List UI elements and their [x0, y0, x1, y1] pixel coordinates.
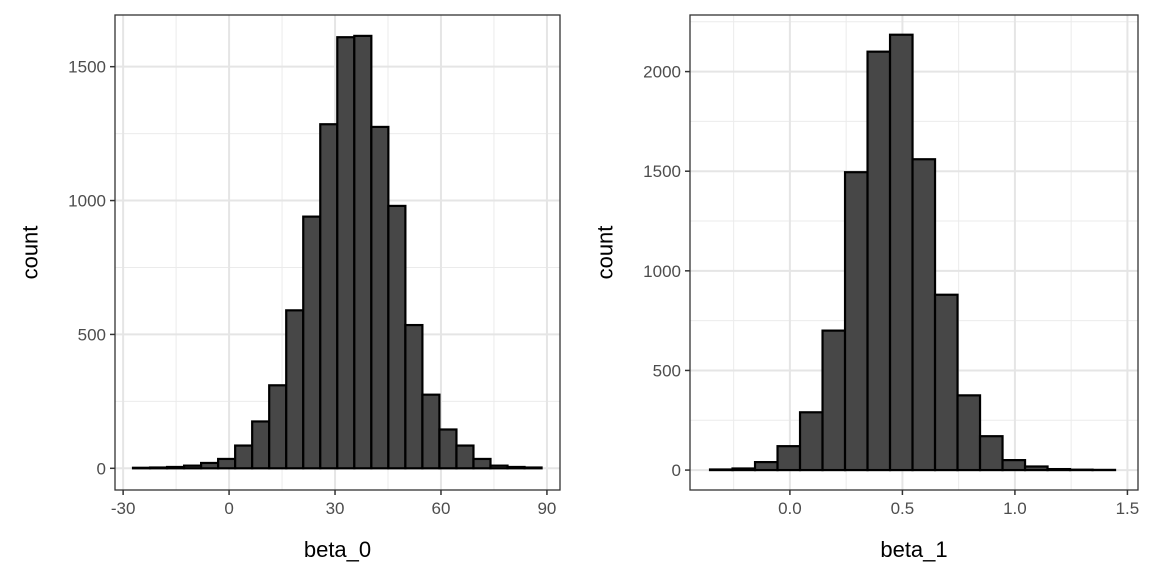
histogram-bar — [201, 463, 218, 468]
x-tick-label: -30 — [111, 499, 136, 518]
histogram-bar — [868, 52, 891, 470]
histogram-bar — [913, 159, 936, 470]
histogram-bar — [890, 35, 913, 470]
y-tick-label: 2000 — [643, 63, 681, 82]
histogram-bar — [354, 36, 371, 468]
histogram-bar — [235, 446, 252, 469]
x-tick-label: 90 — [537, 499, 556, 518]
histogram-bar — [710, 469, 733, 470]
panel-beta_1: 0.0 0.5 1.0 1.5 0 500 1000 1500 2000 beta_1 count — [593, 15, 1140, 562]
y-tick-label: 1000 — [68, 192, 106, 211]
y-tick-label: 1000 — [643, 262, 681, 281]
x-tick-label: 0.0 — [778, 499, 802, 518]
histogram-bar — [980, 436, 1003, 470]
y-tick-label: 1500 — [643, 162, 681, 181]
panel-beta_0: -30 0 30 60 90 0 500 1000 1500 beta_0 count — [18, 15, 560, 562]
y-axis-label: count — [593, 226, 618, 280]
histogram-bar — [252, 421, 269, 468]
histogram-bar — [1025, 466, 1048, 470]
histogram-bar — [823, 331, 846, 470]
histogram-bar — [167, 467, 184, 468]
histogram-bar — [303, 217, 320, 469]
x-tick-label: 30 — [326, 499, 345, 518]
x-axis-label: beta_0 — [304, 537, 371, 562]
y-tick-label: 500 — [653, 361, 681, 380]
y-tick-label: 0 — [97, 459, 106, 478]
x-tick-label: 1.0 — [1003, 499, 1027, 518]
y-axis-label: count — [18, 226, 43, 280]
histogram-bar — [337, 37, 354, 468]
histogram-bar — [800, 412, 823, 470]
histogram-bar — [422, 395, 439, 469]
histogram-bar — [935, 295, 958, 470]
histogram-bar — [1003, 460, 1026, 470]
x-tick-label: 60 — [432, 499, 451, 518]
histogram-bar — [778, 446, 801, 470]
x-tick-label: 0 — [224, 499, 233, 518]
x-tick-label: 1.5 — [1116, 499, 1140, 518]
histogram-bar — [755, 462, 778, 470]
histogram-bar — [150, 468, 167, 469]
histogram-bar — [473, 459, 490, 468]
histogram-bar — [320, 124, 337, 468]
histogram-bar — [371, 127, 388, 468]
x-tick-label: 0.5 — [891, 499, 915, 518]
histogram-bar — [490, 466, 507, 469]
histogram-bar — [439, 429, 456, 468]
histogram-bar — [184, 466, 201, 469]
histogram-bar — [133, 468, 150, 469]
y-tick-label: 0 — [672, 461, 681, 480]
histogram-bar — [733, 468, 756, 470]
y-tick-label: 500 — [78, 325, 106, 344]
histogram-bar — [508, 467, 525, 468]
histogram-bar — [269, 385, 286, 468]
y-tick-label: 1500 — [68, 58, 106, 77]
histogram-bar — [845, 172, 868, 470]
histogram-bar — [405, 325, 422, 468]
histogram-bar — [218, 459, 235, 468]
histogram-bar — [388, 206, 405, 468]
histogram-bar — [525, 468, 542, 469]
histogram-bar — [286, 310, 303, 468]
x-axis-label: beta_1 — [880, 537, 947, 562]
histogram-bar — [1048, 469, 1071, 470]
histogram-bar — [958, 395, 981, 470]
histogram-bar — [456, 446, 473, 469]
